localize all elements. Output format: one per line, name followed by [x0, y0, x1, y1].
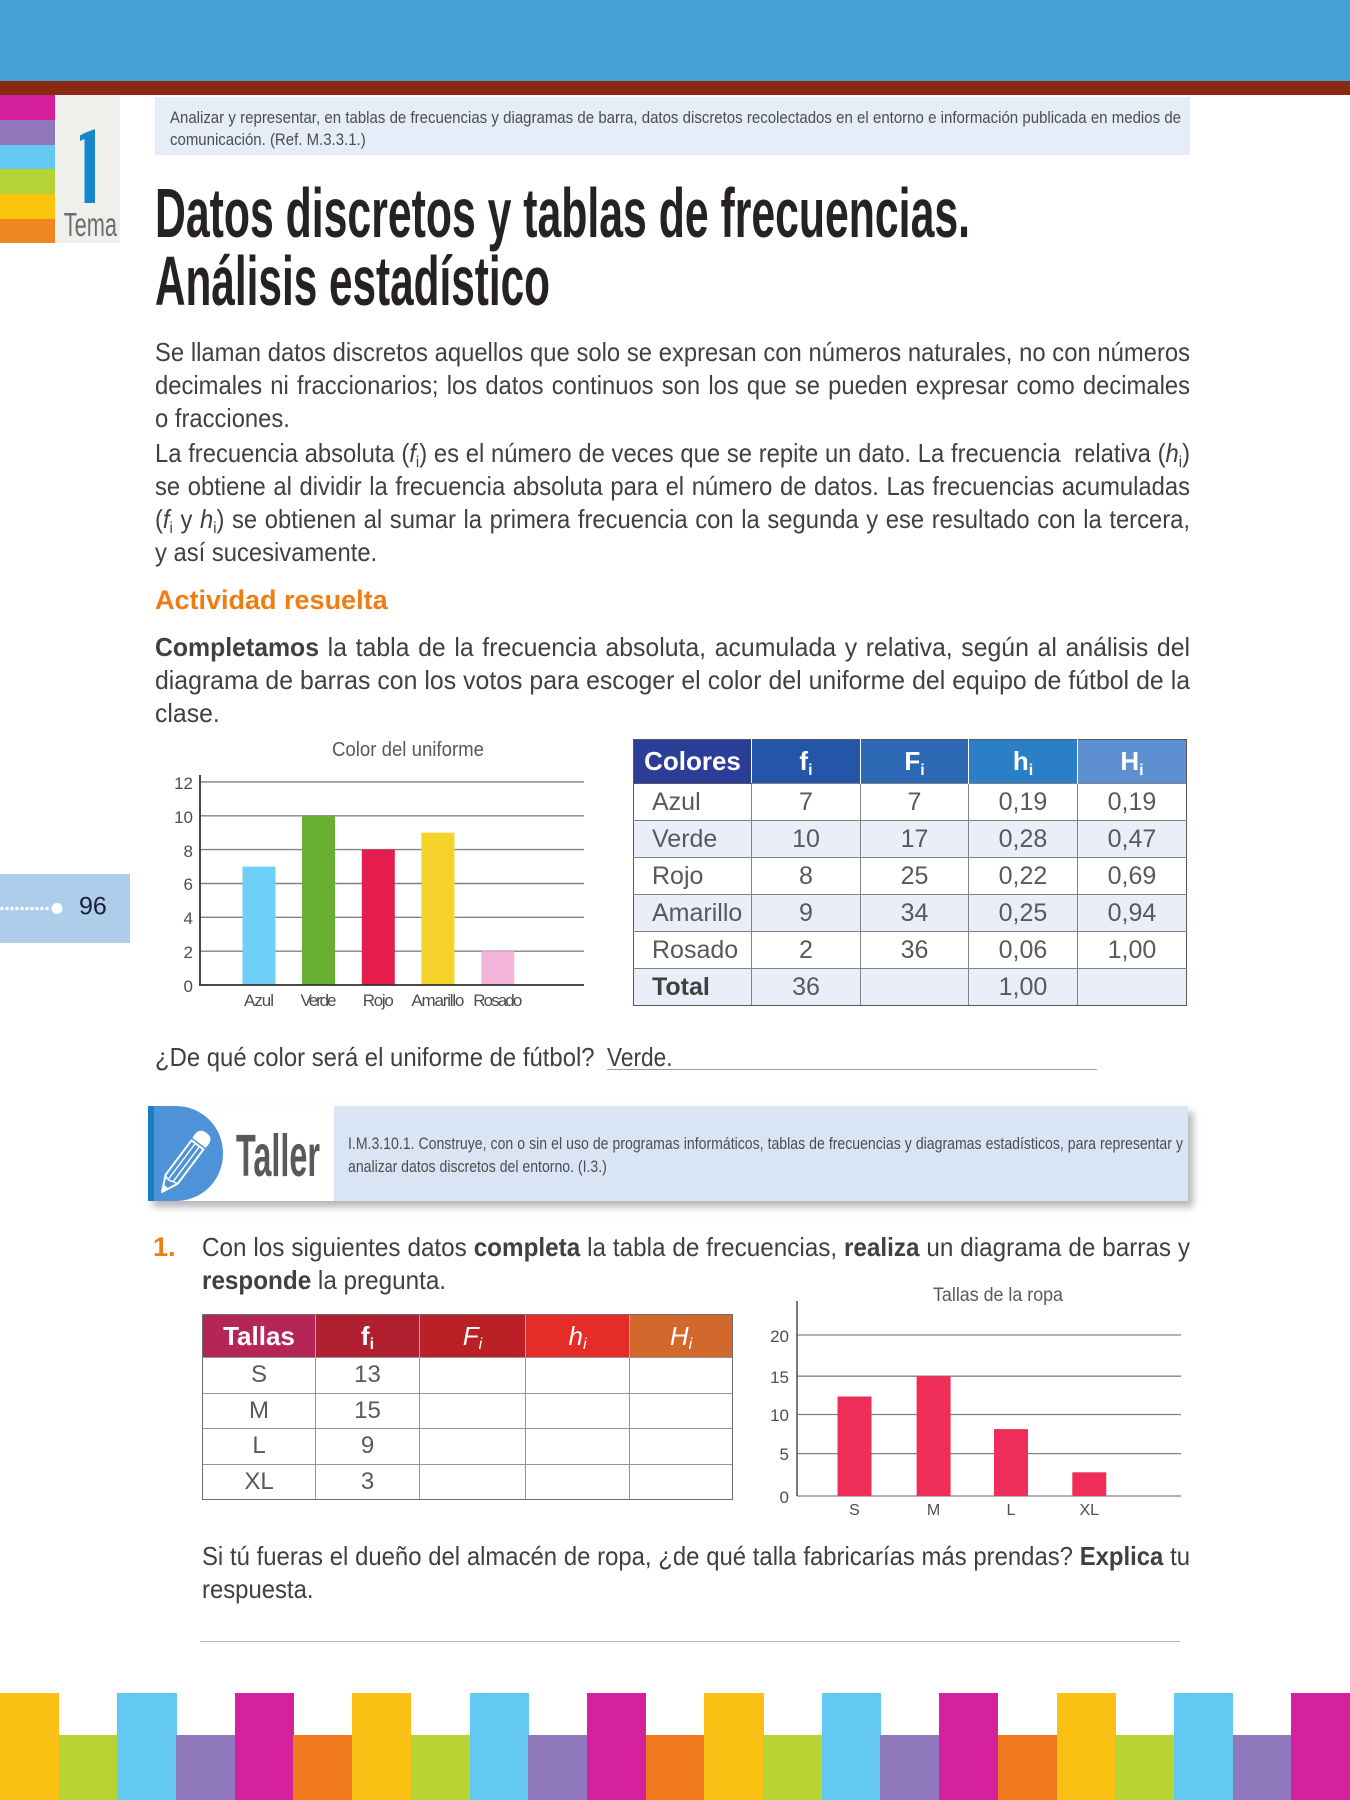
- svg-text:8: 8: [184, 842, 193, 861]
- svg-text:5: 5: [780, 1445, 789, 1464]
- svg-text:10: 10: [770, 1406, 789, 1425]
- svg-text:Color del uniforme: Color del uniforme: [332, 739, 484, 761]
- svg-text:L: L: [1007, 1502, 1016, 1519]
- svg-text:Verde: Verde: [301, 991, 337, 1010]
- svg-text:4: 4: [184, 909, 193, 928]
- svg-text:0: 0: [780, 1488, 789, 1507]
- svg-text:96: 96: [79, 893, 107, 921]
- svg-text:M: M: [927, 1502, 940, 1519]
- svg-text:XL: XL: [1080, 1502, 1100, 1519]
- svg-text:Rosado: Rosado: [473, 991, 522, 1010]
- svg-text:20: 20: [770, 1327, 789, 1346]
- svg-text:Rojo: Rojo: [363, 991, 394, 1010]
- svg-text:Amarillo: Amarillo: [411, 991, 464, 1010]
- svg-text:S: S: [849, 1502, 860, 1519]
- svg-text:2: 2: [184, 943, 193, 962]
- svg-text:10: 10: [174, 808, 193, 827]
- svg-text:15: 15: [770, 1368, 789, 1387]
- svg-text:0: 0: [184, 977, 193, 996]
- svg-text:Tallas de la ropa: Tallas de la ropa: [933, 1285, 1063, 1306]
- svg-text:6: 6: [184, 875, 193, 894]
- svg-text:12: 12: [174, 774, 193, 793]
- svg-text:Azul: Azul: [244, 991, 274, 1010]
